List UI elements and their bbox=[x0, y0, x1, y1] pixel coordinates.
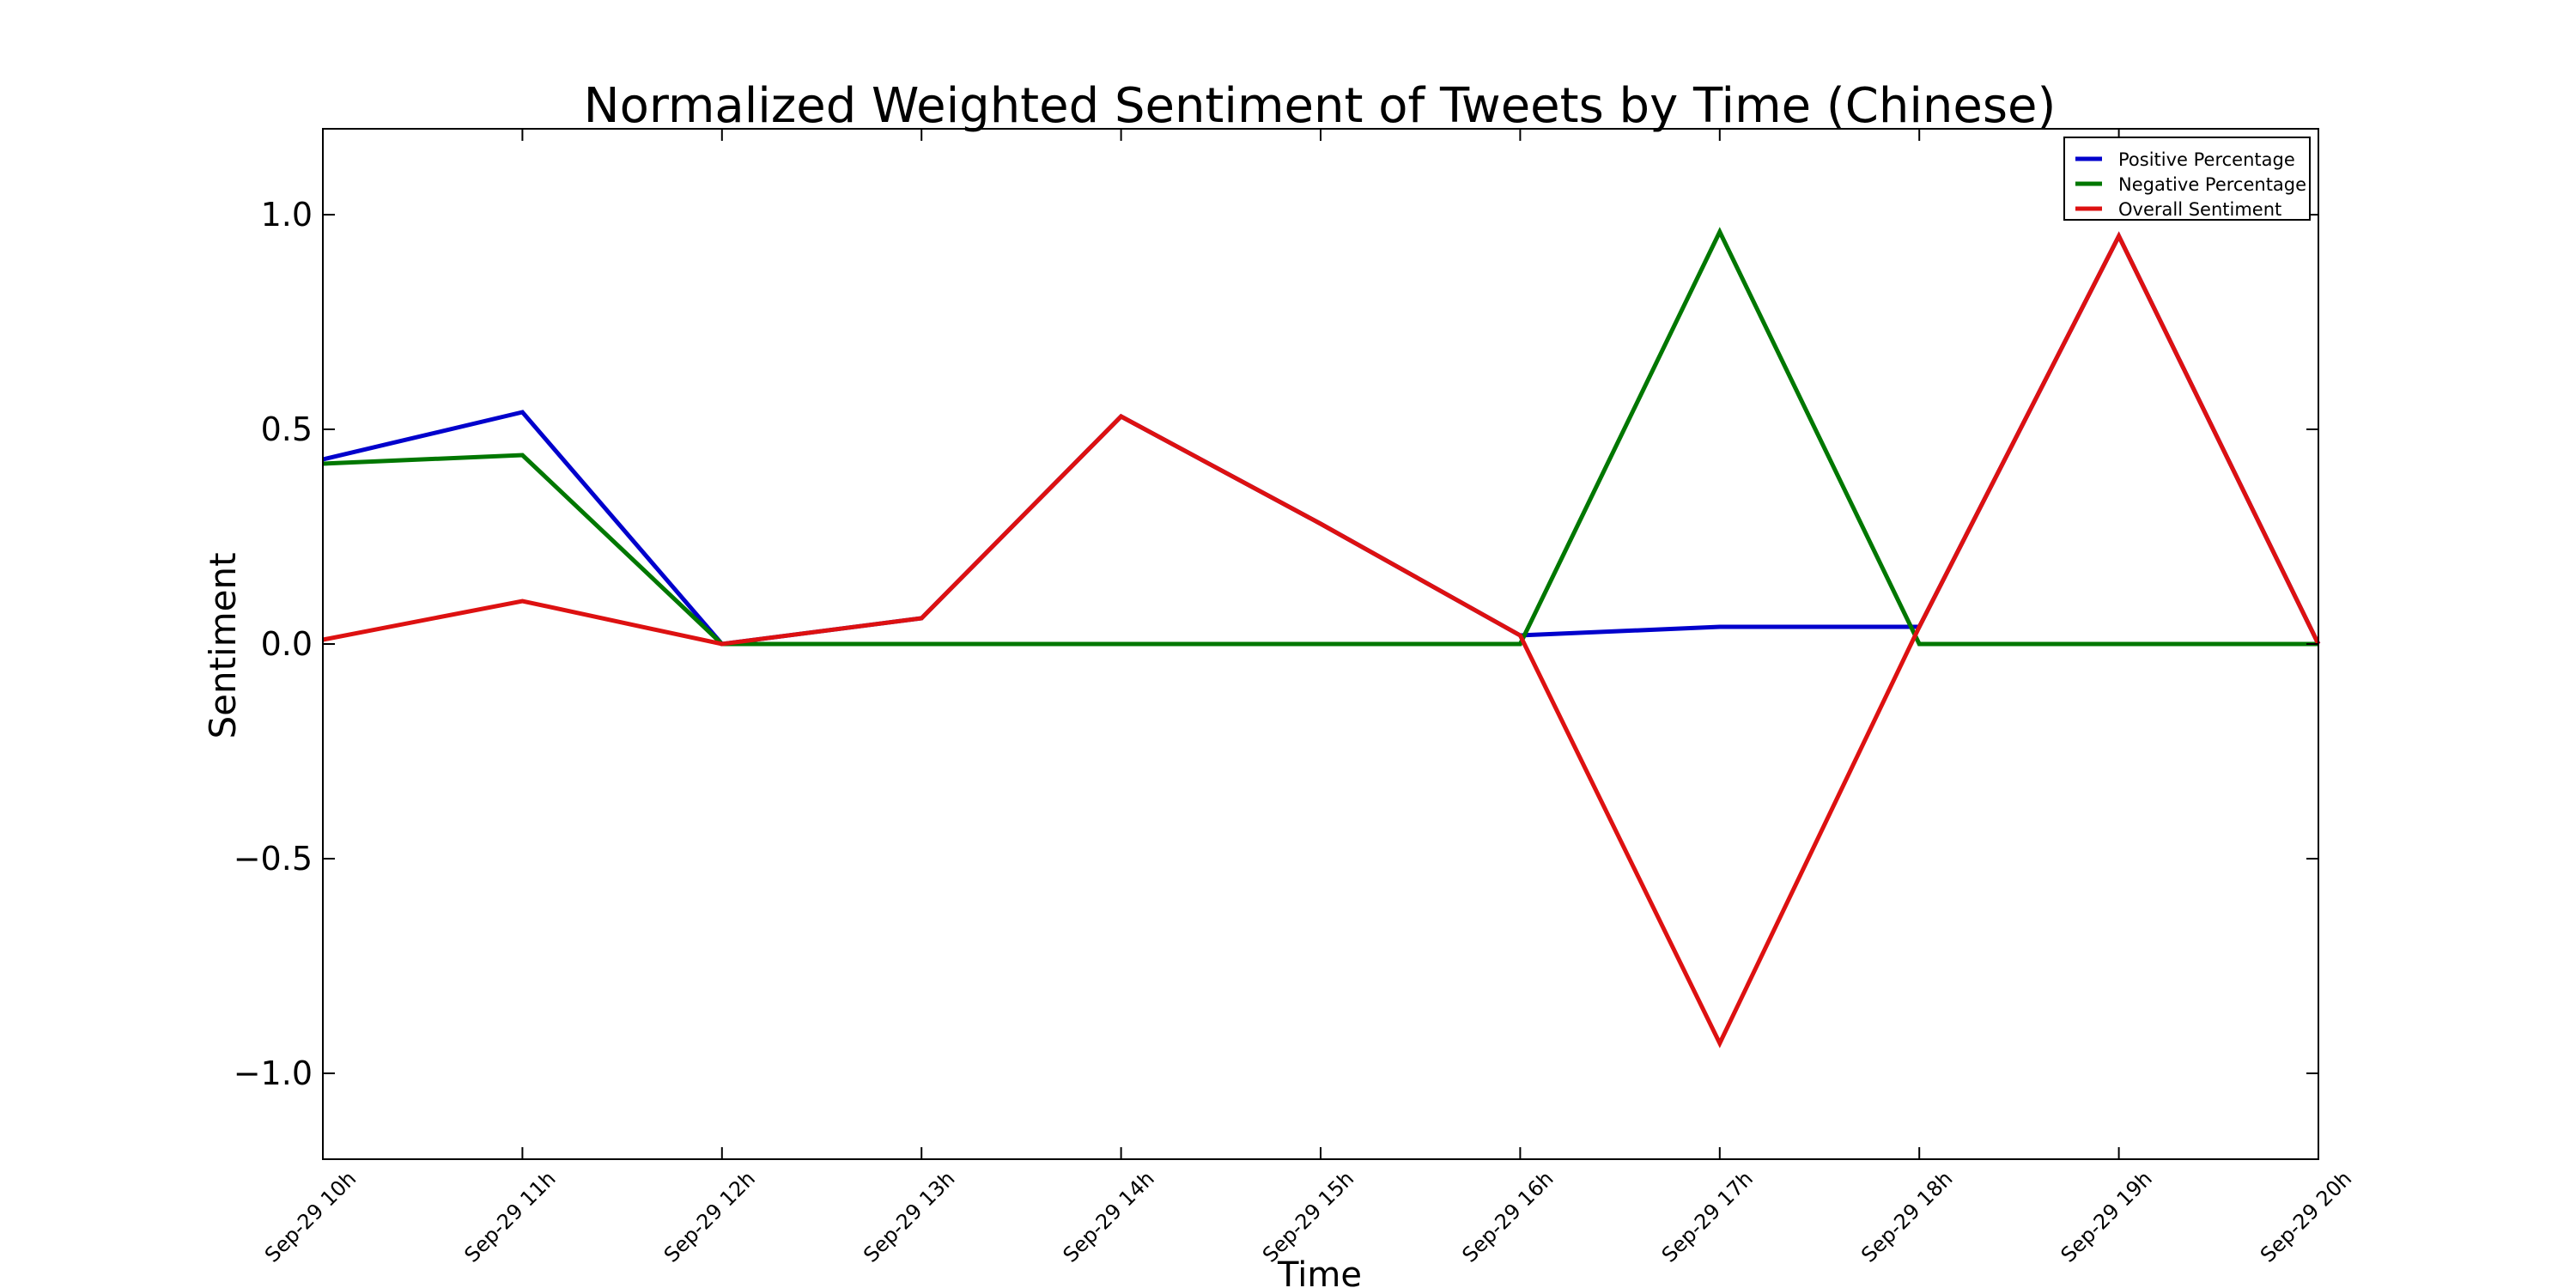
series-line-negative-percentage bbox=[322, 227, 2318, 647]
legend-box bbox=[2063, 137, 2311, 221]
y-tick-label: 0.5 bbox=[261, 410, 313, 448]
y-axis-label: Sentiment bbox=[202, 552, 244, 738]
chart-title: Normalized Weighted Sentiment of Tweets … bbox=[584, 78, 2057, 134]
y-tick-label: −1.0 bbox=[234, 1054, 313, 1092]
y-tick-label: 0.0 bbox=[261, 625, 313, 663]
legend-label: Positive Percentage bbox=[2118, 149, 2295, 170]
legend-label: Negative Percentage bbox=[2118, 174, 2306, 195]
y-tick-label: −0.5 bbox=[234, 840, 313, 878]
series-line-overall-sentiment bbox=[322, 231, 2321, 1048]
x-axis-label: Time bbox=[1277, 1255, 1362, 1288]
y-tick-label: 1.0 bbox=[261, 196, 313, 234]
legend-label: Overall Sentiment bbox=[2118, 199, 2281, 220]
series-layer bbox=[322, 227, 2321, 1048]
legend: Positive Percentage Negative Percentage Ov… bbox=[2063, 137, 2311, 221]
